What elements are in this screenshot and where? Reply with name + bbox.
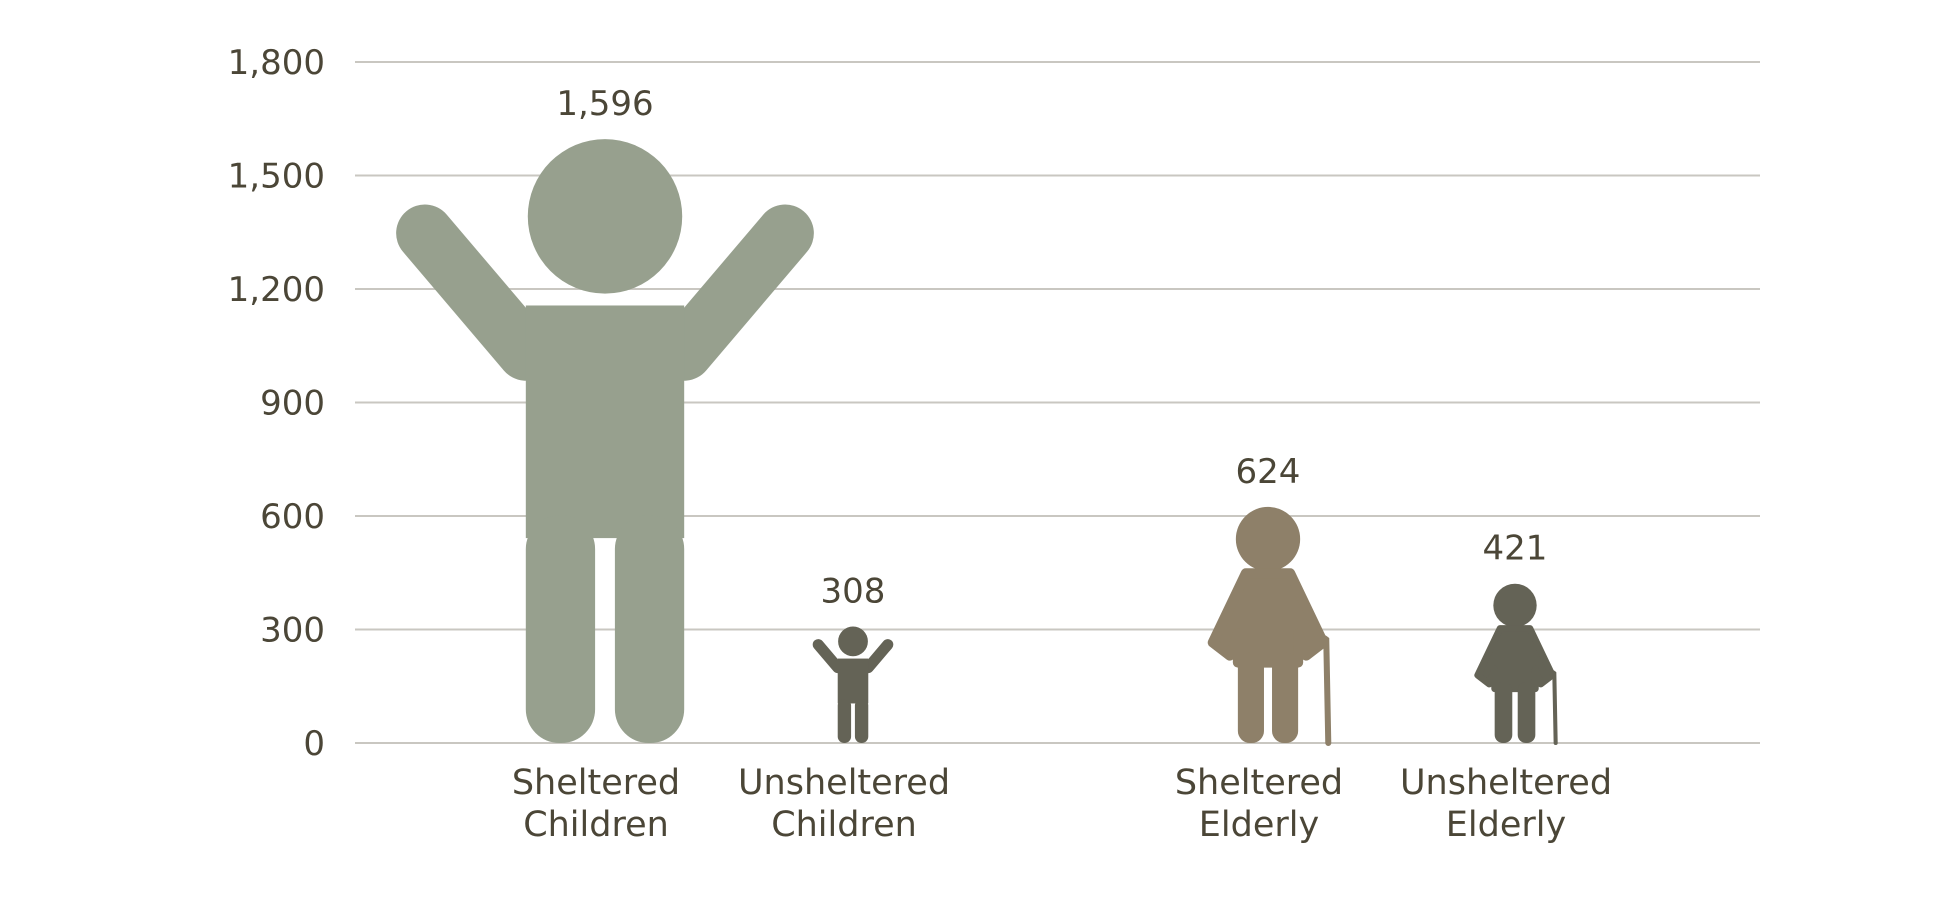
y-tick-label: 0 — [303, 724, 325, 764]
elderly-with-cane-icon — [1207, 506, 1332, 747]
y-tick-label: 600 — [260, 497, 325, 537]
value-label: 624 — [1236, 452, 1301, 492]
y-axis: 0 300 600 900 1,200 1,500 1,800 — [228, 43, 325, 764]
category-label-line: Children — [523, 805, 669, 845]
category-label: Sheltered Elderly — [1175, 763, 1343, 845]
category-label: Unsheltered Children — [738, 763, 950, 845]
child-icon — [812, 626, 894, 743]
category-label-line: Unsheltered — [738, 763, 950, 803]
y-tick-label: 1,500 — [228, 157, 325, 197]
value-labels: 1,596 308 624 421 — [556, 84, 1547, 611]
category-label-line: Sheltered — [1175, 763, 1343, 803]
category-label-line: Elderly — [1446, 805, 1566, 845]
y-tick-label: 900 — [260, 384, 325, 424]
value-label: 308 — [821, 571, 886, 611]
y-tick-label: 1,200 — [228, 270, 325, 310]
value-label: 1,596 — [556, 84, 653, 124]
category-label-line: Unsheltered — [1400, 763, 1612, 803]
child-icon — [396, 139, 814, 743]
category-label: Sheltered Children — [512, 763, 680, 845]
pictogram-bars — [396, 139, 1558, 747]
category-label-line: Sheltered — [512, 763, 680, 803]
category-label-line: Elderly — [1199, 805, 1319, 845]
category-label: Unsheltered Elderly — [1400, 763, 1612, 845]
y-tick-label: 1,800 — [228, 43, 325, 83]
elderly-with-cane-icon — [1474, 583, 1558, 746]
value-label: 421 — [1483, 529, 1548, 569]
category-label-line: Children — [771, 805, 917, 845]
y-tick-label: 300 — [260, 611, 325, 651]
